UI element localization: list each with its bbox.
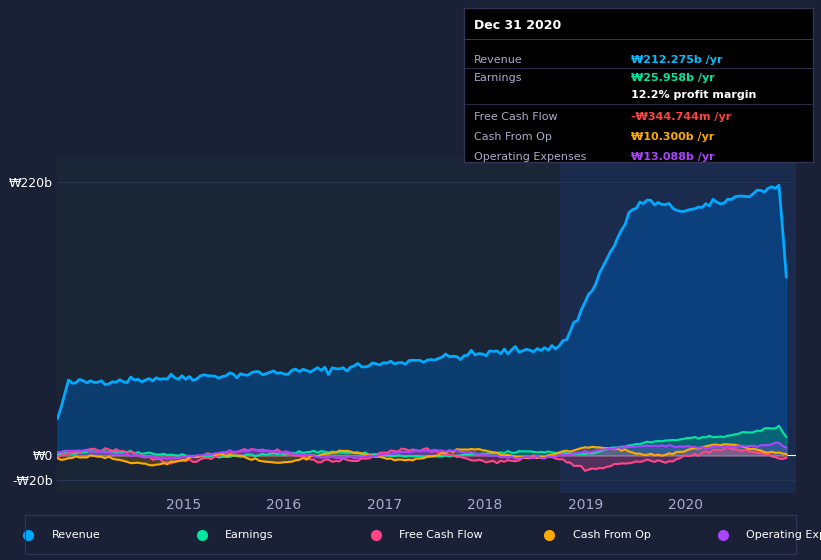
Text: Free Cash Flow: Free Cash Flow <box>399 530 483 540</box>
Text: Dec 31 2020: Dec 31 2020 <box>475 19 562 32</box>
Earnings <box>722 432 732 439</box>
Revenue <box>97 377 107 384</box>
Earnings <box>782 433 791 440</box>
Text: ₩10.300b /yr: ₩10.300b /yr <box>631 132 715 142</box>
Text: Cash From Op: Cash From Op <box>475 132 553 142</box>
Cash From Op <box>719 441 729 447</box>
Cash From Op <box>148 462 158 469</box>
Cash From Op <box>752 446 762 453</box>
Cash From Op <box>97 454 107 460</box>
Operating Expenses <box>53 449 62 455</box>
Text: 12.2% profit margin: 12.2% profit margin <box>631 90 757 100</box>
Free Cash Flow <box>188 459 198 465</box>
Operating Expenses <box>722 444 732 450</box>
Operating Expenses <box>82 447 92 454</box>
Earnings <box>213 454 223 461</box>
Cash From Op <box>782 451 791 458</box>
Free Cash Flow <box>53 454 62 460</box>
Operating Expenses <box>163 455 172 462</box>
Free Cash Flow <box>722 444 732 450</box>
Free Cash Flow <box>782 454 791 461</box>
Revenue <box>82 380 92 386</box>
Cash From Op <box>82 454 92 461</box>
Earnings <box>97 448 107 455</box>
Text: Cash From Op: Cash From Op <box>572 530 650 540</box>
Cash From Op <box>250 455 260 461</box>
Earnings <box>250 452 260 459</box>
Text: Earnings: Earnings <box>225 530 273 540</box>
Text: ₩25.958b /yr: ₩25.958b /yr <box>631 73 715 83</box>
Text: Operating Expenses: Operating Expenses <box>475 152 587 162</box>
Operating Expenses <box>97 448 107 455</box>
Free Cash Flow <box>82 446 92 453</box>
Free Cash Flow <box>580 468 589 474</box>
Earnings <box>188 452 198 459</box>
Text: Operating Expenses: Operating Expenses <box>746 530 821 540</box>
Operating Expenses <box>770 439 780 446</box>
Revenue <box>774 182 784 189</box>
Earnings <box>53 451 62 458</box>
Revenue <box>53 415 62 422</box>
Operating Expenses <box>782 444 791 451</box>
Earnings <box>749 429 759 436</box>
Text: Revenue: Revenue <box>52 530 100 540</box>
Revenue <box>745 193 754 200</box>
Text: ₩13.088b /yr: ₩13.088b /yr <box>631 152 715 162</box>
Cash From Op <box>192 454 202 460</box>
Bar <box>560 157 796 493</box>
Cash From Op <box>727 441 736 448</box>
Operating Expenses <box>250 446 260 453</box>
Text: Free Cash Flow: Free Cash Flow <box>475 111 558 122</box>
Revenue <box>246 369 256 376</box>
Operating Expenses <box>749 442 759 449</box>
Revenue <box>782 274 791 281</box>
Free Cash Flow <box>246 446 256 452</box>
Line: Cash From Op: Cash From Op <box>57 444 787 465</box>
Operating Expenses <box>192 452 202 459</box>
Text: Earnings: Earnings <box>475 73 523 83</box>
Revenue <box>719 200 729 207</box>
Cash From Op <box>53 455 62 461</box>
Line: Revenue: Revenue <box>57 185 787 418</box>
Free Cash Flow <box>97 447 107 454</box>
Free Cash Flow <box>752 450 762 456</box>
Earnings <box>82 449 92 455</box>
Text: ₩212.275b /yr: ₩212.275b /yr <box>631 55 722 64</box>
Line: Earnings: Earnings <box>57 426 787 458</box>
Line: Operating Expenses: Operating Expenses <box>57 442 787 459</box>
Revenue <box>188 377 198 384</box>
Text: Revenue: Revenue <box>475 55 523 64</box>
Line: Free Cash Flow: Free Cash Flow <box>57 447 787 471</box>
Free Cash Flow <box>727 446 736 452</box>
Text: -₩344.744m /yr: -₩344.744m /yr <box>631 111 732 122</box>
Earnings <box>774 422 784 429</box>
